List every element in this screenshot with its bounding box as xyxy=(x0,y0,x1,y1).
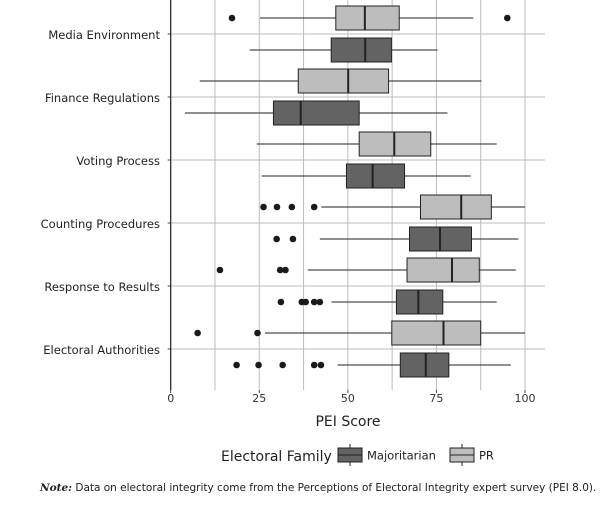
box-majoritarian xyxy=(273,226,519,252)
y-tick-label: Electoral Authorities xyxy=(43,343,160,357)
box-pr xyxy=(228,5,511,31)
outlier-point xyxy=(276,266,284,274)
outlier-point xyxy=(277,298,285,306)
boxplot-chart: Media Environment Finance Regulations Voti… xyxy=(41,0,545,466)
box-iqr xyxy=(406,257,480,283)
outlier-point xyxy=(194,329,201,337)
x-axis-title: PEI Score xyxy=(315,414,380,430)
outlier-point xyxy=(289,235,297,243)
outlier-point xyxy=(310,361,318,369)
outlier-point xyxy=(288,203,296,211)
box-majoritarian xyxy=(233,352,511,378)
box-majoritarian xyxy=(184,100,448,126)
box-pr xyxy=(256,131,497,157)
outlier-point xyxy=(282,266,289,274)
legend-title: Electoral Family xyxy=(221,449,332,465)
outlier-point xyxy=(254,329,261,337)
outlier-point xyxy=(317,361,325,369)
box-majoritarian xyxy=(249,37,438,63)
legend: Electoral Family Majoritarian PR xyxy=(221,444,494,466)
y-tick-label: Response to Results xyxy=(44,280,160,294)
y-tick-label: Voting Process xyxy=(76,154,160,168)
box-pr xyxy=(194,320,525,346)
outlier-point xyxy=(316,298,324,306)
box-iqr xyxy=(335,5,400,31)
outlier-point xyxy=(273,203,281,211)
x-tick-label: 100 xyxy=(515,392,536,405)
outlier-point xyxy=(273,235,280,243)
legend-label: Majoritarian xyxy=(367,449,436,463)
outlier-point xyxy=(310,203,318,211)
legend-label: PR xyxy=(479,449,494,463)
note-label: Note: xyxy=(40,482,73,494)
outlier-point xyxy=(216,266,224,274)
y-tick-label: Counting Procedures xyxy=(41,217,160,231)
box-iqr xyxy=(391,320,482,346)
box-iqr xyxy=(272,100,360,126)
box-iqr xyxy=(345,163,406,189)
box-pr xyxy=(216,257,516,283)
box-majoritarian xyxy=(277,289,497,315)
note: Note: Data on electoral integrity come f… xyxy=(40,482,596,494)
outlier-point xyxy=(503,14,511,22)
box-iqr xyxy=(330,37,392,63)
outlier-point xyxy=(228,14,236,22)
outlier-point xyxy=(279,361,286,369)
box-pr xyxy=(260,194,525,220)
y-axis-labels: Media Environment Finance Regulations Voti… xyxy=(41,28,161,357)
box-iqr xyxy=(395,289,444,315)
grid xyxy=(167,0,545,390)
x-axis: 0 25 50 75 100 xyxy=(167,0,536,405)
outlier-point xyxy=(302,298,309,306)
y-tick-label: Finance Regulations xyxy=(45,91,160,105)
outlier-point xyxy=(260,203,267,211)
box-iqr xyxy=(419,194,492,220)
note-text: Data on electoral integrity come from th… xyxy=(72,482,597,494)
x-tick-label: 50 xyxy=(341,392,355,405)
x-tick-label: 25 xyxy=(252,392,266,405)
box-iqr xyxy=(297,68,390,94)
outlier-point xyxy=(233,361,240,369)
outlier-point xyxy=(255,361,262,369)
outlier-point xyxy=(310,298,318,306)
y-tick-label: Media Environment xyxy=(48,28,160,42)
box-iqr xyxy=(399,352,450,378)
boxes xyxy=(184,5,525,378)
box-majoritarian xyxy=(261,163,471,189)
x-tick-label: 75 xyxy=(429,392,443,405)
x-tick-label: 0 xyxy=(167,392,174,405)
box-pr xyxy=(199,68,482,94)
